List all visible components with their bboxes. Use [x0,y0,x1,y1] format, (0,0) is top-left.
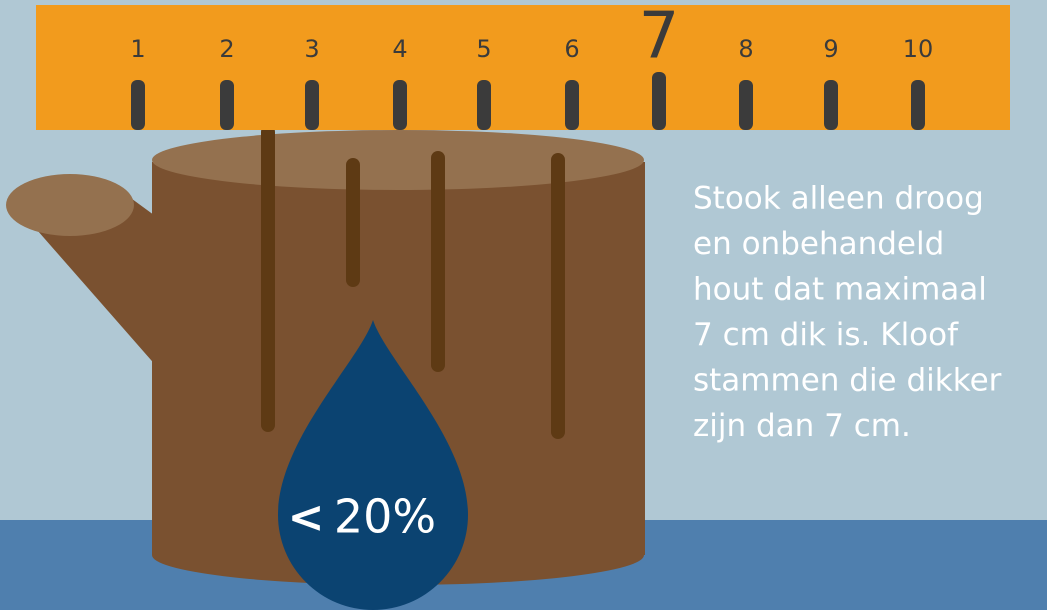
infographic: 1 2 3 4 5 6 7 8 9 10 < 20% Stook alleen droog en o… [0,0,1047,610]
ruler-tick [131,80,145,130]
description-line: zijn dan 7 cm. [693,408,911,444]
ruler-tick [739,80,753,130]
ruler-label: 1 [130,35,145,63]
stump-top [152,130,644,190]
ruler-tick [305,80,319,130]
ruler-label: 2 [219,35,234,63]
ruler-tick [393,80,407,130]
ruler [36,5,1010,130]
ruler-tick [652,72,666,130]
ruler-label: 10 [903,35,934,63]
ruler-label: 6 [564,35,579,63]
ruler-tick [824,80,838,130]
ruler-label-highlight: 7 [639,0,680,74]
description-line: hout dat maximaal [693,272,987,308]
description-line: stammen die dikker [693,363,1002,399]
ruler-tick [565,80,579,130]
drop-symbol: < [288,492,325,543]
ruler-label: 3 [304,35,319,63]
ruler-tick [220,80,234,130]
drop-value: 20% [334,490,436,544]
ruler-label: 4 [392,35,407,63]
branch-end [6,174,134,236]
ruler-label: 9 [823,35,838,63]
ruler-tick [911,80,925,130]
ruler-label: 8 [738,35,753,63]
description-line: 7 cm dik is. Kloof [693,317,959,353]
description-line: Stook alleen droog [693,181,984,217]
ruler-tick [477,80,491,130]
ruler-label: 5 [476,35,491,63]
description-line: en onbehandeld [693,226,944,262]
